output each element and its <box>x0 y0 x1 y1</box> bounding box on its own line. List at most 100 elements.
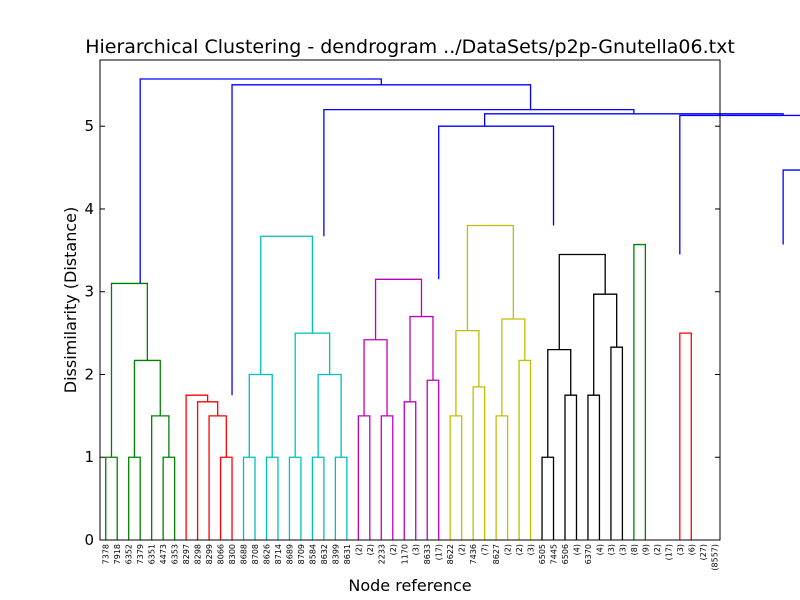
dendrogram-link-7 <box>208 415 227 540</box>
dendrogram-link-8 <box>196 401 219 540</box>
dendrogram-link-29 <box>518 359 532 540</box>
dendrogram-link-47 <box>679 114 800 255</box>
leaf-label: 8622 <box>446 544 455 564</box>
leaf-label: 8399 <box>331 544 340 564</box>
leaf-label: 8298 <box>194 544 203 564</box>
leaf-label: 7436 <box>469 544 478 564</box>
dendrogram-link-21 <box>403 401 417 540</box>
dendrogram-link-44 <box>323 109 635 237</box>
dendrogram-link-17 <box>294 332 331 458</box>
x-axis-label: Node reference <box>348 576 471 595</box>
leaf-label: (9) <box>641 544 650 555</box>
dendrogram-links <box>105 78 800 540</box>
leaf-label: 7378 <box>102 544 111 564</box>
leaf-label: 7445 <box>550 544 559 564</box>
dendrogram-link-2 <box>162 456 176 540</box>
dendrogram-link-9 <box>185 394 209 540</box>
leaf-label: (3) <box>676 544 685 555</box>
dendrogram-link-34 <box>564 394 578 540</box>
leaf-label: (2) <box>504 544 513 555</box>
dendrogram-link-12 <box>288 456 302 540</box>
leaf-label: (3) <box>618 544 627 555</box>
dendrogram-link-6 <box>219 456 233 540</box>
leaf-label: 2233 <box>377 544 386 564</box>
dendrogram-link-11 <box>265 456 279 540</box>
leaf-label: (2) <box>366 544 375 555</box>
dendrogram-link-36 <box>587 394 601 540</box>
leaf-label: 6352 <box>125 544 134 564</box>
dendrogram-link-28 <box>495 415 509 540</box>
leaf-label: 4473 <box>159 544 168 564</box>
dendrogram-link-49 <box>782 169 800 245</box>
leaf-label: 6370 <box>584 544 593 564</box>
dendrogram-link-45 <box>483 113 784 127</box>
leaf-label: (3) <box>607 544 616 555</box>
y-axis-ticks: 0 1 2 3 4 5 <box>84 117 720 549</box>
y-tick-label: 2 <box>84 365 94 383</box>
dendrogram-link-38 <box>593 293 618 396</box>
dendrogram-link-39 <box>558 253 606 350</box>
leaf-label: 8689 <box>285 544 294 564</box>
leaf-label: (4) <box>572 544 581 555</box>
leaf-label: (8) <box>630 544 639 555</box>
leaf-label: 7918 <box>113 544 122 564</box>
dendrogram-link-5 <box>110 282 149 458</box>
leaf-label: 8584 <box>308 544 317 564</box>
leaf-label: 8631 <box>343 544 352 564</box>
dendrogram-link-4 <box>133 359 161 458</box>
leaf-label: 1170 <box>400 544 409 564</box>
dendrogram-link-3 <box>151 415 170 540</box>
leaf-label: 8714 <box>274 544 283 564</box>
dendrogram-link-26 <box>449 415 463 540</box>
y-tick-label: 5 <box>84 117 94 135</box>
dendrogram-link-1 <box>128 456 141 540</box>
leaf-label: 8632 <box>320 544 329 564</box>
dendrogram-link-19 <box>357 415 371 540</box>
leaf-label: 8633 <box>423 544 432 564</box>
leaf-label: (17) <box>664 544 673 560</box>
leaf-label: (27) <box>699 544 708 560</box>
dendrogram-link-31 <box>501 318 526 416</box>
leaf-label: 6506 <box>561 544 570 564</box>
y-tick-label: 1 <box>84 448 94 466</box>
dendrogram-link-10 <box>242 456 256 540</box>
leaf-label: 8688 <box>240 544 249 564</box>
leaf-label: (4) <box>595 544 604 555</box>
dendrogram-link-18 <box>260 235 314 375</box>
dendrogram-link-25 <box>374 278 423 340</box>
leaf-label: 8297 <box>182 544 191 564</box>
leaf-label: 8066 <box>217 544 226 564</box>
leaf-label: 8709 <box>297 544 306 564</box>
dendrogram-link-24 <box>409 315 434 402</box>
chart-title: Hierarchical Clustering - dendrogram ../… <box>85 36 735 58</box>
plot-frame <box>99 59 721 541</box>
leaf-label: 6351 <box>148 544 157 564</box>
dendrogram-link-27 <box>472 386 486 540</box>
dendrogram-link-40 <box>633 243 647 540</box>
dendrogram-link-16 <box>317 373 342 458</box>
leaf-label: (17) <box>435 544 444 560</box>
leaf-label: (3) <box>412 544 421 555</box>
leaf-label: 6505 <box>538 544 547 564</box>
dendrogram-link-42 <box>139 78 382 284</box>
leaf-label: 8300 <box>228 544 237 564</box>
leaf-label: (2) <box>458 544 467 555</box>
leaf-label: 8626 <box>262 544 271 564</box>
y-tick-label: 0 <box>84 531 94 549</box>
leaf-label: 8299 <box>205 544 214 564</box>
leaf-label: 6353 <box>171 544 180 564</box>
leaf-label: (7) <box>481 544 490 555</box>
leaf-label: (2) <box>653 544 662 555</box>
leaf-label: (3) <box>527 544 536 555</box>
x-axis-tick-labels: 7378 7918 6352 7379 6351 4473 6353 8297 8298 8299… <box>102 544 720 571</box>
dendrogram-link-46 <box>438 125 555 280</box>
dendrogram-link-20 <box>380 415 394 540</box>
dendrogram-link-15 <box>248 373 273 458</box>
dendrogram-link-32 <box>466 224 514 331</box>
dendrogram-link-23 <box>363 339 388 416</box>
dendrogram-link-14 <box>334 456 348 540</box>
dendrogram-link-30 <box>455 329 480 416</box>
dendrogram-link-37 <box>610 346 624 540</box>
leaf-label: (8557) <box>710 544 719 571</box>
